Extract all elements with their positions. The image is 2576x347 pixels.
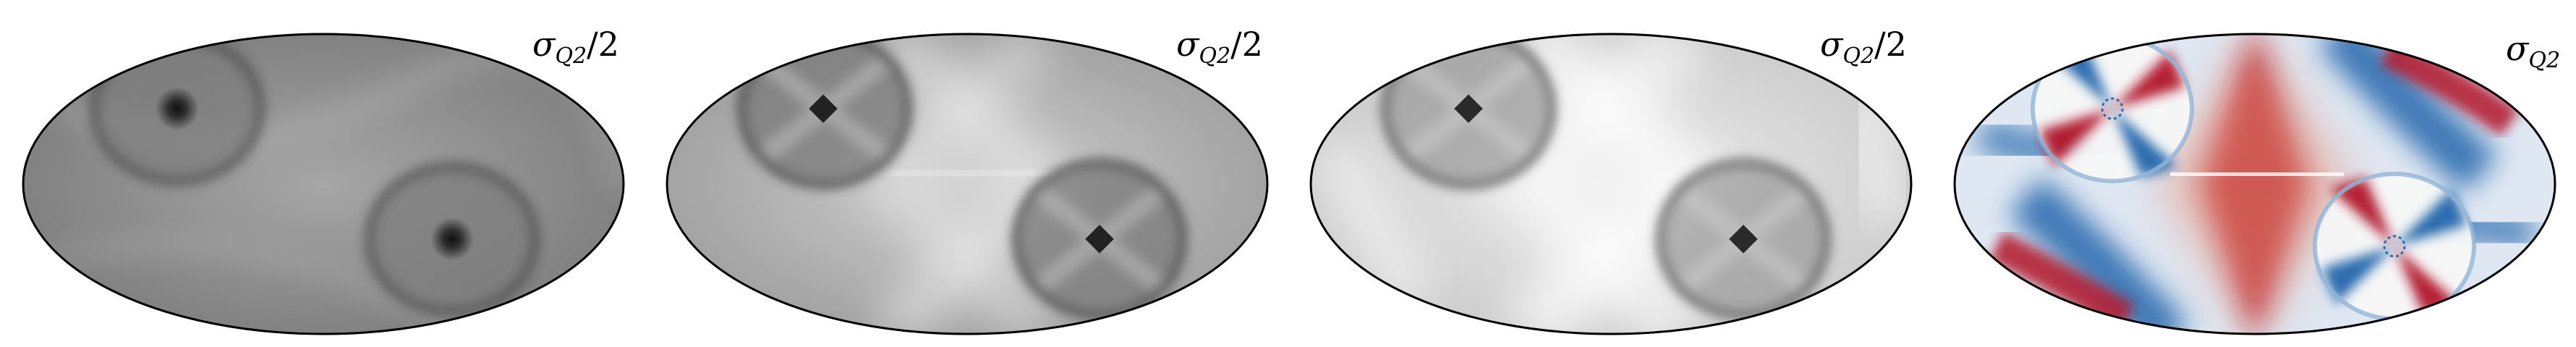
panel-label-1: σQ2/2 — [532, 28, 619, 67]
map-panel-1 — [22, 33, 625, 335]
map-outline-2 — [666, 33, 1269, 335]
label-suffix: /2 — [587, 25, 619, 64]
label-symbol: σ — [2506, 29, 2529, 68]
map-panel-2 — [666, 33, 1269, 335]
label-subscript: Q2 — [555, 43, 587, 69]
label-suffix: /2 — [1230, 25, 1263, 64]
label-symbol: σ — [1820, 25, 1843, 64]
map-panel-3 — [1309, 33, 1913, 335]
map-outline-4 — [1953, 33, 2556, 335]
panel-label-3: σQ2/2 — [1820, 28, 1907, 67]
map-outline-3 — [1309, 33, 1913, 335]
label-subscript: Q2 — [2528, 48, 2561, 73]
map-outline-1 — [22, 33, 625, 335]
panel-label-2: σQ2/2 — [1176, 28, 1263, 67]
label-subscript: Q2 — [1842, 43, 1875, 69]
map-panel-4 — [1953, 33, 2556, 335]
label-symbol: σ — [532, 25, 556, 64]
label-suffix: /2 — [1874, 25, 1907, 64]
label-symbol: σ — [1176, 25, 1199, 64]
label-subscript: Q2 — [1199, 43, 1231, 69]
panel-label-4: σQ2 — [2506, 32, 2560, 72]
